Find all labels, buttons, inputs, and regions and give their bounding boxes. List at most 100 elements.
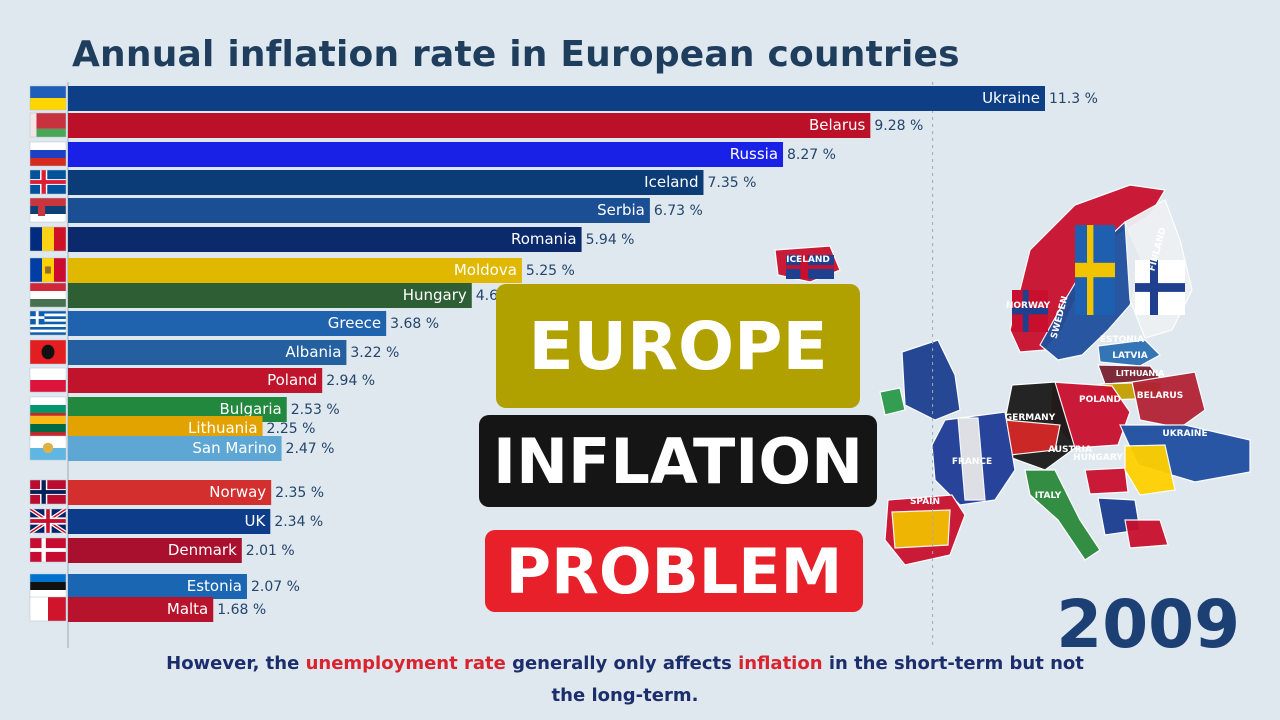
bar-moldova bbox=[68, 258, 522, 283]
bar-value-label: 5.94 % bbox=[586, 232, 635, 248]
bar-russia bbox=[68, 142, 784, 167]
bar-iceland bbox=[68, 170, 704, 195]
map-region bbox=[957, 417, 986, 501]
bar-denmark bbox=[68, 538, 242, 563]
belarus-flag bbox=[29, 112, 67, 138]
map-label: FRANCE bbox=[952, 457, 992, 467]
bar-value-label: 2.47 % bbox=[286, 441, 335, 457]
bar-country-label: Serbia bbox=[597, 201, 645, 219]
bar-value-label: 11.3 % bbox=[1049, 91, 1098, 107]
badge-europe: EUROPE bbox=[496, 284, 860, 408]
estonia-flag bbox=[29, 573, 67, 599]
map-label: HUNGARY bbox=[1073, 453, 1123, 463]
albania-flag bbox=[29, 339, 67, 365]
map-label: ICELAND bbox=[786, 255, 830, 265]
bar-belarus bbox=[68, 113, 871, 138]
bar-hungary bbox=[68, 283, 472, 308]
map-label: BELARUS bbox=[1137, 391, 1183, 401]
denmark-flag bbox=[29, 537, 67, 563]
hungary-flag bbox=[29, 282, 67, 308]
bar-country-label: Estonia bbox=[187, 577, 242, 595]
caption-part: However, the bbox=[166, 653, 306, 674]
map-cross bbox=[1012, 307, 1048, 315]
poland-flag bbox=[29, 367, 67, 393]
map-region bbox=[879, 387, 906, 416]
caption: However, the unemployment rate generally… bbox=[160, 648, 1090, 712]
bar-country-label: Russia bbox=[730, 145, 778, 163]
bar-greece bbox=[68, 311, 387, 336]
bar-value-label: 2.94 % bbox=[326, 373, 375, 389]
bar-value-label: 9.28 % bbox=[874, 118, 923, 134]
caption-part: in the short-term but not the long-term. bbox=[551, 653, 1084, 706]
bar-norway bbox=[68, 480, 272, 505]
bar-country-label: Ukraine bbox=[982, 89, 1040, 107]
iceland-flag bbox=[29, 169, 67, 195]
caption-highlight: unemployment rate bbox=[305, 653, 506, 674]
russia-flag bbox=[29, 141, 67, 167]
bar-country-label: Norway bbox=[209, 483, 266, 501]
bar-country-label: Hungary bbox=[403, 286, 467, 304]
bar-uk bbox=[68, 509, 271, 534]
map-label: LATVIA bbox=[1112, 351, 1147, 361]
norway-flag bbox=[29, 479, 67, 505]
badge-inflation: INFLATION bbox=[479, 415, 877, 507]
map-label: POLAND bbox=[1079, 395, 1121, 405]
bar-san-marino bbox=[68, 436, 282, 461]
bar-country-label: Bulgaria bbox=[220, 400, 282, 418]
bar-country-label: Greece bbox=[328, 314, 381, 332]
bar-country-label: Albania bbox=[285, 343, 341, 361]
map-cross bbox=[1135, 283, 1185, 292]
bar-estonia bbox=[68, 574, 247, 599]
bar-country-label: Denmark bbox=[168, 541, 237, 559]
map-label: AUSTRIA bbox=[1048, 445, 1092, 455]
map-region bbox=[1084, 467, 1129, 495]
caption-part: generally only affects bbox=[505, 653, 739, 674]
greece-flag bbox=[29, 310, 67, 336]
bar-value-label: 5.25 % bbox=[526, 263, 575, 279]
map-label: ITALY bbox=[1035, 491, 1062, 501]
bar-malta bbox=[68, 597, 214, 622]
romania-flag bbox=[29, 226, 67, 252]
uk-flag bbox=[28, 507, 68, 535]
caption-highlight: inflation bbox=[738, 653, 823, 674]
map-label: ESTONIA bbox=[1100, 335, 1144, 345]
bar-country-label: Belarus bbox=[809, 116, 866, 134]
bar-country-label: Lithuania bbox=[188, 419, 257, 437]
bar-value-label: 3.22 % bbox=[350, 345, 399, 361]
bar-country-label: Romania bbox=[511, 230, 577, 248]
bar-serbia bbox=[68, 198, 650, 223]
badge-problem: PROBLEM bbox=[485, 530, 863, 612]
bar-value-label: 2.35 % bbox=[275, 485, 324, 501]
bar-country-label: Malta bbox=[167, 600, 208, 618]
bar-country-label: Poland bbox=[267, 371, 317, 389]
bar-albania bbox=[68, 340, 347, 365]
serbia-flag bbox=[29, 197, 67, 223]
map-cross bbox=[1075, 262, 1115, 278]
bar-value-label: 8.27 % bbox=[787, 147, 836, 163]
map-label: NORWAY bbox=[1006, 301, 1051, 311]
bar-value-label: 2.53 % bbox=[291, 402, 340, 418]
bar-country-label: Iceland bbox=[644, 173, 698, 191]
year-label: 2009 bbox=[1056, 586, 1240, 663]
bar-romania bbox=[68, 227, 582, 252]
bar-value-label: 2.34 % bbox=[274, 514, 323, 530]
malta-flag bbox=[29, 596, 67, 622]
map-region bbox=[1097, 339, 1161, 367]
san-marino-flag bbox=[29, 435, 67, 461]
bar-country-label: San Marino bbox=[192, 439, 276, 457]
map-region bbox=[891, 509, 951, 549]
bar-value-label: 1.68 % bbox=[217, 602, 266, 618]
map-region bbox=[1024, 469, 1101, 561]
ukraine-flag bbox=[29, 85, 67, 111]
bar-value-label: 3.68 % bbox=[390, 316, 439, 332]
map-region bbox=[1124, 519, 1169, 549]
chart-title: Annual inflation rate in European countr… bbox=[72, 34, 960, 75]
map-cross bbox=[786, 265, 834, 269]
moldova-flag bbox=[29, 257, 67, 283]
map-region bbox=[1131, 371, 1206, 429]
map-label: GERMANY bbox=[1005, 413, 1056, 423]
map-label: UKRAINE bbox=[1162, 429, 1207, 439]
